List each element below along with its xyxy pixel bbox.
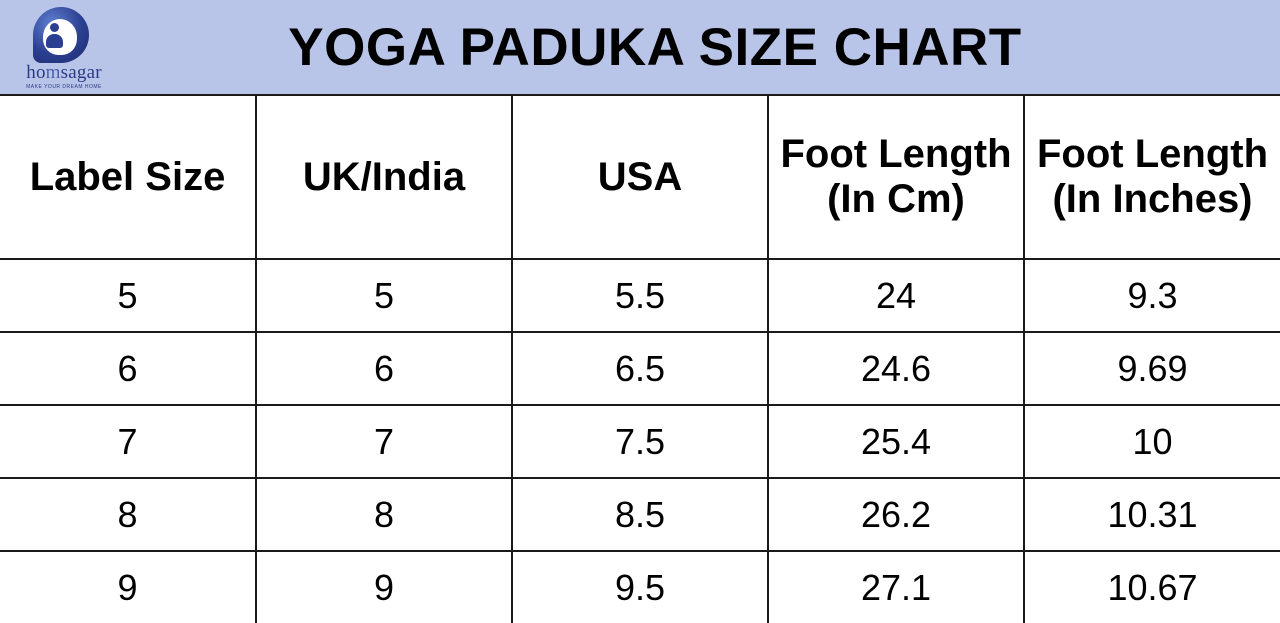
cell-label-size: 9 <box>0 550 257 623</box>
column-header-label-size-line1: Label Size <box>29 154 226 199</box>
column-header-uk-india: UK/India <box>255 96 513 260</box>
column-header-foot-length-inches-line1: Foot Length <box>1036 132 1269 177</box>
table-header-row: Label Size UK/India USA Foot Length (In … <box>0 96 1280 260</box>
column-header-foot-length-cm: Foot Length (In Cm) <box>767 96 1025 260</box>
cell-foot-length-inches: 10.67 <box>1023 550 1280 623</box>
table-row: 5 5 5.5 24 9.3 <box>0 258 1280 333</box>
brand-logo: homsagar MAKE YOUR DREAM HOME <box>0 0 128 96</box>
brand-wordmark-suffix: sagar <box>60 61 102 83</box>
page-title: YOGA PADUKA SIZE CHART <box>288 17 1022 77</box>
cell-label-size: 7 <box>0 404 257 479</box>
chart-header: homsagar MAKE YOUR DREAM HOME YOGA PADUK… <box>0 0 1280 96</box>
cell-foot-length-cm: 24 <box>767 258 1025 333</box>
column-header-foot-length-inches-line2: (In Inches) <box>1052 177 1253 221</box>
brand-wordmark-accent: m <box>45 61 61 83</box>
cell-usa: 6.5 <box>511 331 769 406</box>
cell-uk-india: 9 <box>255 550 513 623</box>
cell-foot-length-inches: 9.3 <box>1023 258 1280 333</box>
table-body: 5 5 5.5 24 9.3 6 6 6.5 24.6 9.69 7 7 7.5… <box>0 258 1280 623</box>
cell-foot-length-cm: 26.2 <box>767 477 1025 552</box>
column-header-foot-length-cm-line1: Foot Length <box>780 132 1012 177</box>
cell-label-size: 6 <box>0 331 257 406</box>
water-drop-icon <box>33 6 95 65</box>
column-header-usa-line1: USA <box>597 154 683 199</box>
cell-usa: 8.5 <box>511 477 769 552</box>
table-header: Label Size UK/India USA Foot Length (In … <box>0 96 1280 260</box>
cell-foot-length-inches: 10.31 <box>1023 477 1280 552</box>
cell-uk-india: 6 <box>255 331 513 406</box>
size-chart-table: Label Size UK/India USA Foot Length (In … <box>0 96 1280 623</box>
column-header-foot-length-inches: Foot Length (In Inches) <box>1023 96 1280 260</box>
table-row: 6 6 6.5 24.6 9.69 <box>0 331 1280 406</box>
column-header-foot-length-cm-line2: (In Cm) <box>827 177 965 221</box>
cell-usa: 9.5 <box>511 550 769 623</box>
table-row: 8 8 8.5 26.2 10.31 <box>0 477 1280 552</box>
cell-uk-india: 5 <box>255 258 513 333</box>
brand-wordmark: homsagar <box>26 63 101 82</box>
cell-usa: 5.5 <box>511 258 769 333</box>
cell-foot-length-cm: 27.1 <box>767 550 1025 623</box>
brand-tagline: MAKE YOUR DREAM HOME <box>26 83 102 90</box>
table-row: 7 7 7.5 25.4 10 <box>0 404 1280 479</box>
cell-label-size: 5 <box>0 258 257 333</box>
brand-wordmark-prefix: ho <box>26 61 46 83</box>
cell-foot-length-cm: 24.6 <box>767 331 1025 406</box>
column-header-uk-india-line1: UK/India <box>302 154 466 199</box>
cell-foot-length-cm: 25.4 <box>767 404 1025 479</box>
cell-usa: 7.5 <box>511 404 769 479</box>
column-header-usa: USA <box>511 96 769 260</box>
table-row: 9 9 9.5 27.1 10.67 <box>0 550 1280 623</box>
cell-label-size: 8 <box>0 477 257 552</box>
cell-foot-length-inches: 10 <box>1023 404 1280 479</box>
column-header-label-size: Label Size <box>0 96 257 260</box>
cell-uk-india: 7 <box>255 404 513 479</box>
cell-foot-length-inches: 9.69 <box>1023 331 1280 406</box>
cell-uk-india: 8 <box>255 477 513 552</box>
